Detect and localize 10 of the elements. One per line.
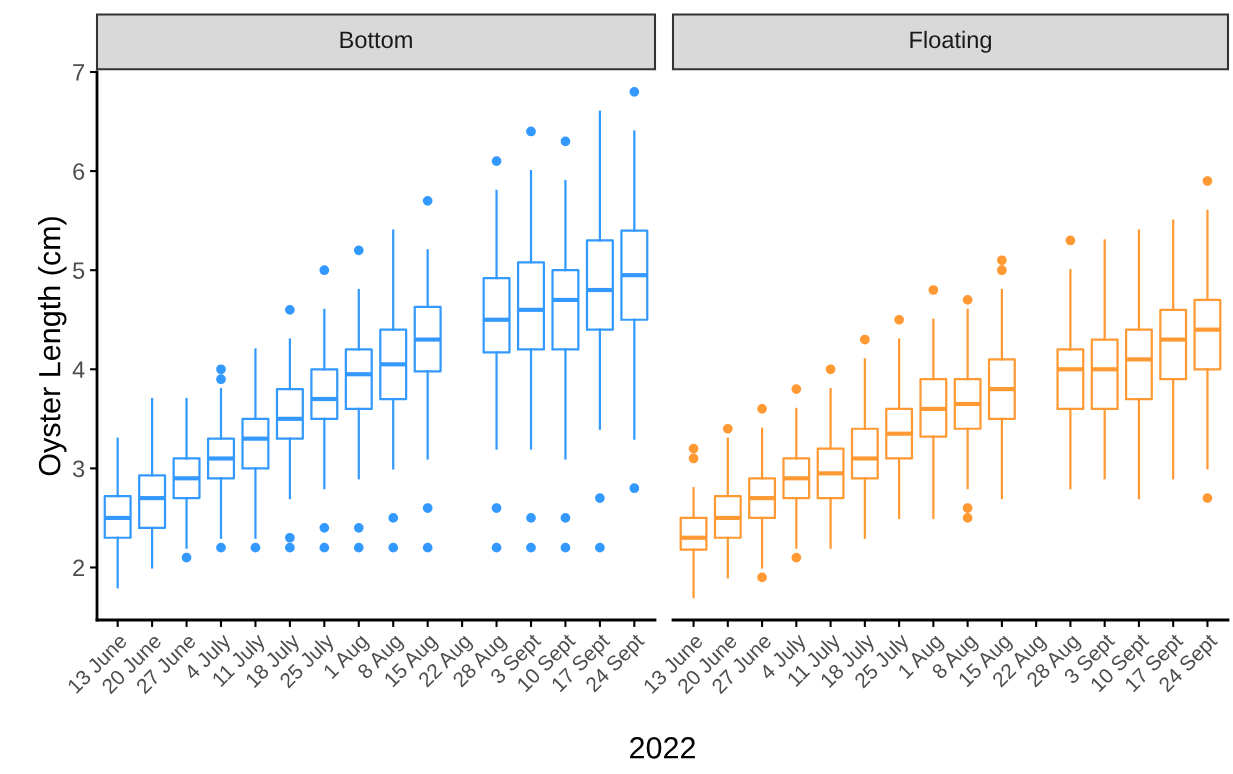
y-tick-label: 6 [73,163,85,180]
chart-title: Floating [910,30,991,53]
y-tick-label: 4 [72,361,85,378]
y-tick-label: 3 [72,460,85,478]
y-tick-label: 5 [73,262,85,279]
y-axis-title: Oyster Length (cm) [38,217,67,476]
x-axis-title: 2022 [630,737,695,759]
y-tick-label: 2 [73,559,85,577]
chart-title: Bottom [340,31,412,49]
y-tick-label: 7 [73,64,85,81]
